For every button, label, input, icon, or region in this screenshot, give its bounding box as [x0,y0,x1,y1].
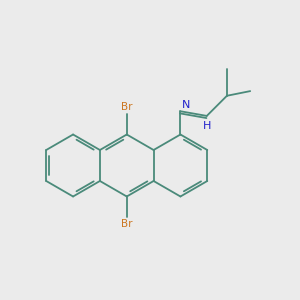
Text: N: N [182,100,190,110]
Text: H: H [203,122,212,131]
Text: Br: Br [121,102,133,112]
Text: Br: Br [121,219,133,229]
